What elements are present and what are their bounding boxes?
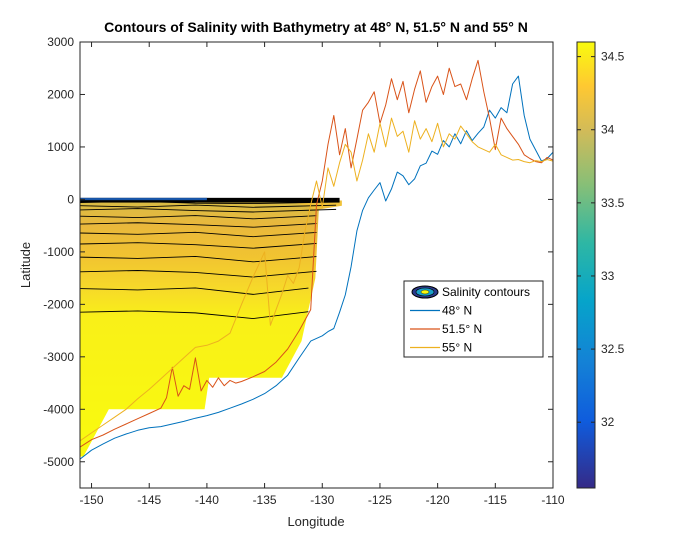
colorbar-tick-label: 33.5 [601, 196, 625, 210]
colorbar-tick-label: 34 [601, 123, 615, 137]
salinity-contour-line [80, 231, 317, 238]
y-tick-label: 3000 [47, 35, 74, 49]
series-line-51.5N [80, 59, 553, 448]
salinity-contour-line [80, 222, 317, 228]
x-tick-label: -135 [253, 493, 277, 507]
x-tick-label: -115 [484, 493, 507, 507]
colorbar-tick-label: 33 [601, 269, 615, 283]
y-tick-label: -2000 [43, 297, 74, 311]
chart-title: Contours of Salinity with Bathymetry at … [104, 19, 528, 35]
plot-area [80, 59, 553, 460]
legend-entry-label: 48° N [442, 304, 472, 318]
colorbar: 32 32.5 33 33.5 34 34.5 [576, 41, 625, 489]
legend-contour-swatch-inner [420, 289, 430, 295]
legend-entry-label: 55° N [442, 341, 472, 355]
x-tick-label: -110 [541, 493, 564, 507]
surface-contour-band [80, 197, 340, 203]
y-axis-label: Latitude [18, 242, 33, 288]
legend-entry-label: 51.5° N [442, 322, 482, 336]
salinity-contour-line [80, 208, 337, 213]
x-tick-label: -125 [368, 493, 392, 507]
colorbar-ticks: 32 32.5 33 33.5 34 34.5 [577, 50, 625, 429]
salinity-contour-line [80, 256, 317, 263]
x-axis: -150 -145 -140 -135 -130 -125 -120 -115 -110 [80, 42, 565, 507]
salinity-contour-line [80, 204, 337, 208]
y-tick-label: -5000 [43, 455, 74, 469]
y-tick-label: -4000 [43, 402, 74, 416]
x-tick-label: -140 [195, 493, 219, 507]
salinity-contour-line [80, 287, 309, 295]
y-tick-label: -3000 [43, 350, 74, 364]
colorbar-tick-label: 34.5 [601, 50, 625, 64]
salinity-contour-line [80, 310, 309, 319]
colorbar-tick-label: 32 [601, 415, 615, 429]
y-axis: -5000 -4000 -3000 -2000 -1000 0 1000 2000 3000 [43, 35, 553, 469]
salinity-contour-line [80, 270, 317, 278]
series-line-48N [80, 75, 553, 460]
y-tick-label: 2000 [47, 87, 74, 101]
salinity-contour-line [80, 215, 317, 220]
salinity-contour-line [80, 242, 317, 249]
x-tick-label: -145 [137, 493, 161, 507]
x-axis-label: Longitude [287, 514, 344, 529]
colorbar-gradient [576, 41, 596, 489]
axes-frame [79, 41, 554, 489]
y-tick-label: 0 [67, 192, 74, 206]
y-tick-label: -1000 [43, 245, 74, 259]
colorbar-tick-label: 32.5 [601, 342, 625, 356]
legend-entry-label: Salinity contours [442, 285, 530, 299]
series-line-55N [80, 117, 553, 442]
x-tick-label: -130 [310, 493, 334, 507]
surface-low-salinity-band [80, 197, 207, 201]
legend: Salinity contours 48° N 51.5° N 55° N [403, 280, 544, 358]
y-tick-label: 1000 [47, 140, 74, 154]
x-tick-label: -150 [80, 493, 104, 507]
x-tick-label: -120 [426, 493, 450, 507]
